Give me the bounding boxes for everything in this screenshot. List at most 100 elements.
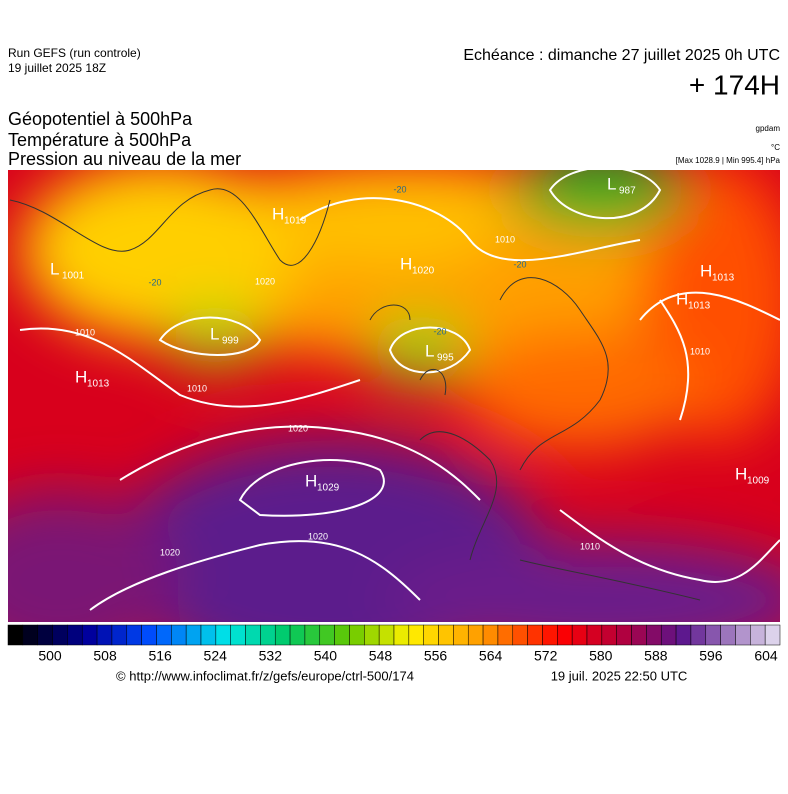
colorbar-cell bbox=[141, 624, 157, 646]
colorbar-cell bbox=[423, 624, 439, 646]
colorbar-cell bbox=[527, 624, 543, 646]
unit: gpdam bbox=[756, 124, 781, 133]
center-value: 1029 bbox=[317, 483, 340, 494]
colorbar-cell bbox=[215, 624, 231, 646]
colorbar-cell bbox=[764, 624, 781, 646]
center-kind: H bbox=[305, 471, 317, 490]
center-value: 999 bbox=[222, 336, 239, 347]
colorbar-cell bbox=[512, 624, 528, 646]
colorbar-cell bbox=[690, 624, 707, 646]
colorbar-cell bbox=[675, 624, 692, 646]
isobar-label: 1020 bbox=[160, 547, 180, 557]
colorbar-cell bbox=[171, 624, 187, 646]
isobar-label: 1020 bbox=[255, 276, 275, 286]
run: Run GEFS (run controle) bbox=[8, 46, 141, 60]
colorbar-cell bbox=[378, 624, 395, 646]
isobar-label: 1010 bbox=[187, 383, 207, 393]
colorbar-cell bbox=[67, 624, 83, 646]
colorbar-cell bbox=[349, 624, 365, 646]
center-value: 1001 bbox=[62, 271, 85, 282]
colorbar-cell bbox=[96, 624, 113, 646]
colorbar-cell bbox=[616, 624, 632, 646]
colorbar-cell bbox=[111, 624, 128, 646]
colorbar-tick-label: 556 bbox=[424, 648, 448, 664]
colorbar-tick-label: 532 bbox=[259, 648, 283, 664]
run-date: 19 juillet 2025 18Z bbox=[8, 61, 106, 75]
center-value: 995 bbox=[437, 353, 454, 364]
timestamp: 19 juil. 2025 22:50 UTC bbox=[551, 668, 688, 683]
colorbar-tick-label: 604 bbox=[754, 648, 778, 664]
colorbar-cell bbox=[81, 624, 98, 646]
colorbar-cell bbox=[37, 624, 53, 646]
colorbar-cell bbox=[660, 624, 677, 646]
colorbar-cell bbox=[646, 624, 662, 646]
colorbar-cell bbox=[393, 624, 410, 646]
center-kind: H bbox=[735, 464, 747, 483]
center-kind: H bbox=[676, 289, 688, 308]
temp-label: -20 bbox=[433, 326, 446, 336]
colorbar-cell bbox=[705, 624, 721, 646]
isobar-label: 1020 bbox=[288, 423, 308, 433]
temp-label: -20 bbox=[148, 277, 161, 287]
colorbar-tick-label: 596 bbox=[699, 648, 723, 664]
colorbar-cell bbox=[126, 624, 142, 646]
colorbar-cell bbox=[571, 624, 588, 646]
center-kind: H bbox=[400, 254, 412, 273]
colorbar-cell bbox=[52, 624, 68, 646]
colorbar-tick-label: 548 bbox=[369, 648, 393, 664]
unit: [Max 1028.9 | Min 995.4] hPa bbox=[676, 156, 781, 165]
colorbar-cell bbox=[631, 624, 647, 646]
field: Géopotentiel à 500hPa bbox=[8, 109, 193, 129]
center-value: 1009 bbox=[747, 476, 770, 487]
center-kind: L bbox=[607, 174, 616, 193]
colorbar-tick-label: 564 bbox=[479, 648, 503, 664]
colorbar-cell bbox=[408, 624, 424, 646]
center-kind: H bbox=[75, 367, 87, 386]
center-kind: H bbox=[272, 204, 284, 223]
colorbar-cell bbox=[156, 624, 172, 646]
temp-label: -20 bbox=[513, 259, 526, 269]
colorbar-tick-label: 516 bbox=[148, 648, 172, 664]
colorbar-cell bbox=[438, 624, 454, 646]
colorbar-cell bbox=[334, 624, 350, 646]
colorbar-cell bbox=[557, 624, 573, 646]
center-value: 1013 bbox=[712, 273, 735, 284]
colorbar-tick-label: 588 bbox=[644, 648, 668, 664]
field: Température à 500hPa bbox=[8, 130, 192, 150]
colorbar-cell bbox=[289, 624, 306, 646]
center-value: 1013 bbox=[87, 379, 110, 390]
center-kind: L bbox=[50, 259, 59, 278]
colorbar-cell bbox=[720, 624, 736, 646]
isobar-label: 1010 bbox=[690, 346, 710, 356]
center-kind: L bbox=[425, 341, 434, 360]
isobar-label: 1010 bbox=[75, 327, 95, 337]
colorbar-cell bbox=[7, 624, 24, 646]
center-kind: H bbox=[700, 261, 712, 280]
echeance: Echéance : dimanche 27 juillet 2025 0h U… bbox=[463, 47, 780, 64]
colorbar-cell bbox=[200, 624, 217, 646]
colorbar-cell bbox=[467, 624, 484, 646]
colorbar-tick-label: 524 bbox=[204, 648, 228, 664]
colorbar-cell bbox=[304, 624, 321, 646]
colorbar-cell bbox=[750, 624, 766, 646]
colorbar-cell bbox=[245, 624, 261, 646]
center-kind: L bbox=[210, 324, 219, 343]
colorbar-cell bbox=[364, 624, 380, 646]
colorbar-tick-label: 540 bbox=[314, 648, 338, 664]
colorbar-cell bbox=[586, 624, 603, 646]
colorbar: 500 508 516 524 532 540 548 556 564 572 580 588 596 6… bbox=[7, 624, 781, 664]
center-value: 1020 bbox=[412, 266, 435, 277]
colorbar-tick-label: 500 bbox=[38, 648, 62, 664]
source: © http://www.infoclimat.fr/z/gefs/europe… bbox=[116, 668, 414, 683]
colorbar-cell bbox=[260, 624, 276, 646]
lead-time: + 174H bbox=[689, 69, 780, 100]
isobar-label: 1020 bbox=[308, 531, 328, 541]
colorbar-tick-label: 580 bbox=[589, 648, 613, 664]
colorbar-cell bbox=[319, 624, 335, 646]
colorbar-cell bbox=[542, 624, 558, 646]
center-value: 987 bbox=[619, 186, 636, 197]
colorbar-cell bbox=[601, 624, 617, 646]
colorbar-cell bbox=[453, 624, 469, 646]
